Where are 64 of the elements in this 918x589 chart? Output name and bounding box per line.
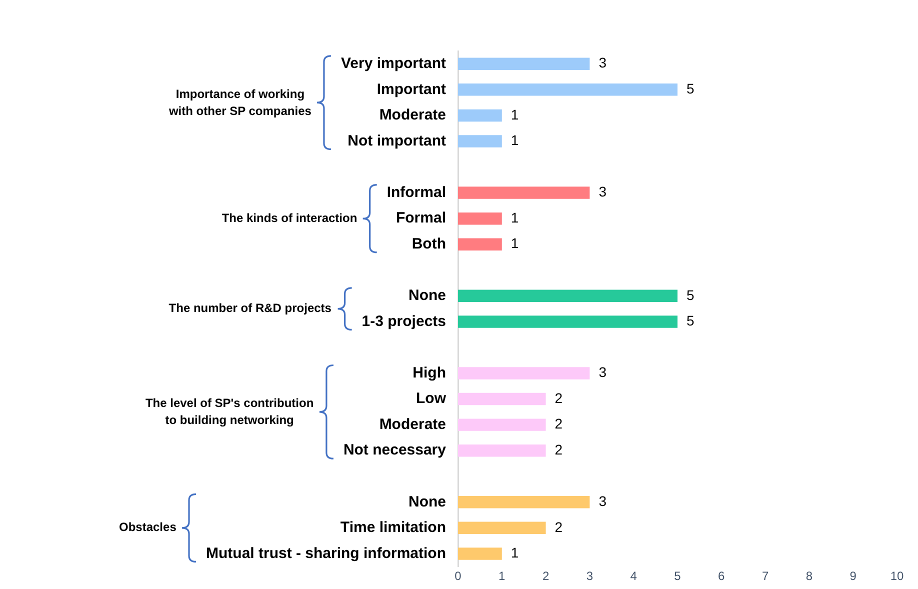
bar	[458, 238, 502, 250]
y-tick-label: Time limitation	[340, 519, 446, 536]
x-tick-label: 10	[890, 569, 904, 584]
bar	[458, 58, 590, 70]
x-tick-label: 2	[542, 569, 550, 584]
data-label: 3	[598, 364, 607, 380]
y-tick-label: Low	[416, 390, 446, 408]
y-tick-label: High	[412, 364, 446, 382]
y-tick-label: None	[408, 493, 446, 510]
data-label: 2	[554, 416, 563, 432]
bar	[458, 186, 590, 199]
text: The level of SP's contribution to building networking	[145, 394, 314, 429]
bar	[458, 418, 546, 431]
data-label: 1	[510, 209, 519, 226]
text: The number of R&D projects	[168, 300, 332, 318]
y-tick-label: Not necessary	[343, 442, 447, 459]
y-tick-label: Important	[376, 80, 446, 98]
y-tick-label: Not important	[348, 132, 446, 150]
data-label: 5	[686, 80, 694, 97]
x-tick-label: 6	[718, 569, 726, 584]
bar	[458, 444, 546, 457]
y-tick-label: 1-3 projects	[362, 312, 446, 330]
bar	[458, 367, 590, 380]
y-tick-label: Informal	[386, 184, 446, 201]
y-tick-label: Both	[412, 235, 446, 252]
data-label: 1	[510, 132, 519, 148]
y-tick-label: Mutual trust - sharing information	[206, 544, 446, 562]
bar	[458, 496, 590, 508]
data-label: 3	[598, 184, 607, 200]
bar	[458, 290, 678, 302]
data-label: 1	[510, 235, 519, 252]
y-tick-label: None	[408, 287, 446, 304]
x-tick-label: 5	[674, 569, 682, 584]
y-tick-label: Moderate	[379, 106, 446, 124]
bar	[458, 316, 678, 328]
data-label: 5	[686, 312, 694, 329]
data-label: 2	[554, 441, 563, 458]
y-tick-label: Moderate	[379, 416, 446, 433]
y-tick-label: Formal	[396, 210, 446, 227]
bar	[458, 109, 502, 122]
bar	[458, 392, 546, 406]
x-tick-label: 7	[762, 569, 769, 584]
x-tick-label: 0	[454, 569, 462, 584]
x-tick-label: 4	[630, 569, 638, 584]
text: Importance of working with other SP companies	[168, 86, 312, 120]
bar	[458, 84, 678, 96]
data-label: 2	[554, 518, 563, 535]
data-label: 1	[510, 544, 519, 561]
bar	[458, 212, 502, 225]
bar	[458, 135, 502, 148]
bar	[458, 548, 502, 560]
x-tick-label: 1	[498, 569, 506, 584]
x-tick-label: 3	[586, 569, 594, 584]
text: Obstacles	[119, 519, 176, 536]
data-label: 3	[598, 54, 607, 71]
bar	[458, 522, 546, 534]
x-tick-label: 8	[806, 569, 813, 584]
x-tick-label: 9	[850, 569, 857, 584]
data-label: 2	[554, 390, 563, 406]
data-label: 1	[510, 106, 519, 122]
data-label: 3	[598, 493, 607, 510]
text: The kinds of interaction	[222, 210, 358, 228]
y-tick-label: Very important	[340, 55, 446, 72]
data-label: 5	[686, 286, 694, 303]
